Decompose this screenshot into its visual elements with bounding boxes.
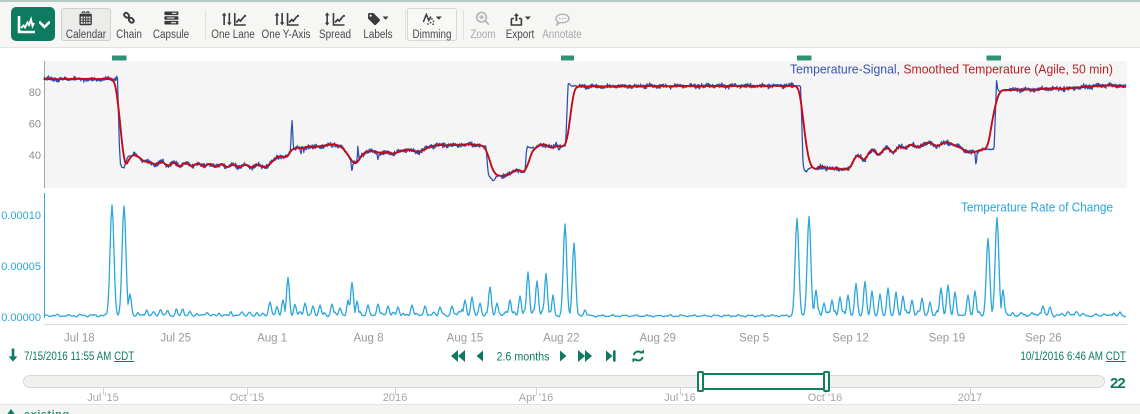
svg-text:Sep 12: Sep 12 [832, 333, 868, 345]
svg-text:Aug 1: Aug 1 [257, 333, 287, 345]
svg-text:Sep 5: Sep 5 [739, 333, 769, 345]
svg-text:Aug 29: Aug 29 [639, 333, 675, 345]
svg-text:22: 22 [1110, 375, 1125, 391]
svg-text:Aug 15: Aug 15 [447, 333, 483, 345]
svg-text:2.6 months: 2.6 months [497, 350, 550, 364]
svg-text:Sep 26: Sep 26 [1025, 333, 1061, 345]
svg-text:Temperature-Signal, Smoothed T: Temperature-Signal, Smoothed Temperature… [790, 62, 1113, 77]
svg-text:0.00005: 0.00005 [1, 261, 41, 273]
svg-text:0.00010: 0.00010 [1, 210, 41, 222]
svg-text:Temperature Rate of Change: Temperature Rate of Change [961, 200, 1113, 215]
svg-text:80: 80 [29, 87, 41, 99]
svg-text:Aug 22: Aug 22 [543, 333, 579, 345]
svg-text:60: 60 [29, 119, 41, 131]
svg-text:Jul 18: Jul 18 [64, 333, 95, 345]
svg-text:Jul 25: Jul 25 [160, 333, 191, 345]
svg-text:40: 40 [29, 150, 41, 162]
svg-text:Sep 19: Sep 19 [929, 333, 965, 345]
svg-text:0.00000: 0.00000 [1, 312, 41, 324]
svg-text:Aug 8: Aug 8 [353, 333, 383, 345]
